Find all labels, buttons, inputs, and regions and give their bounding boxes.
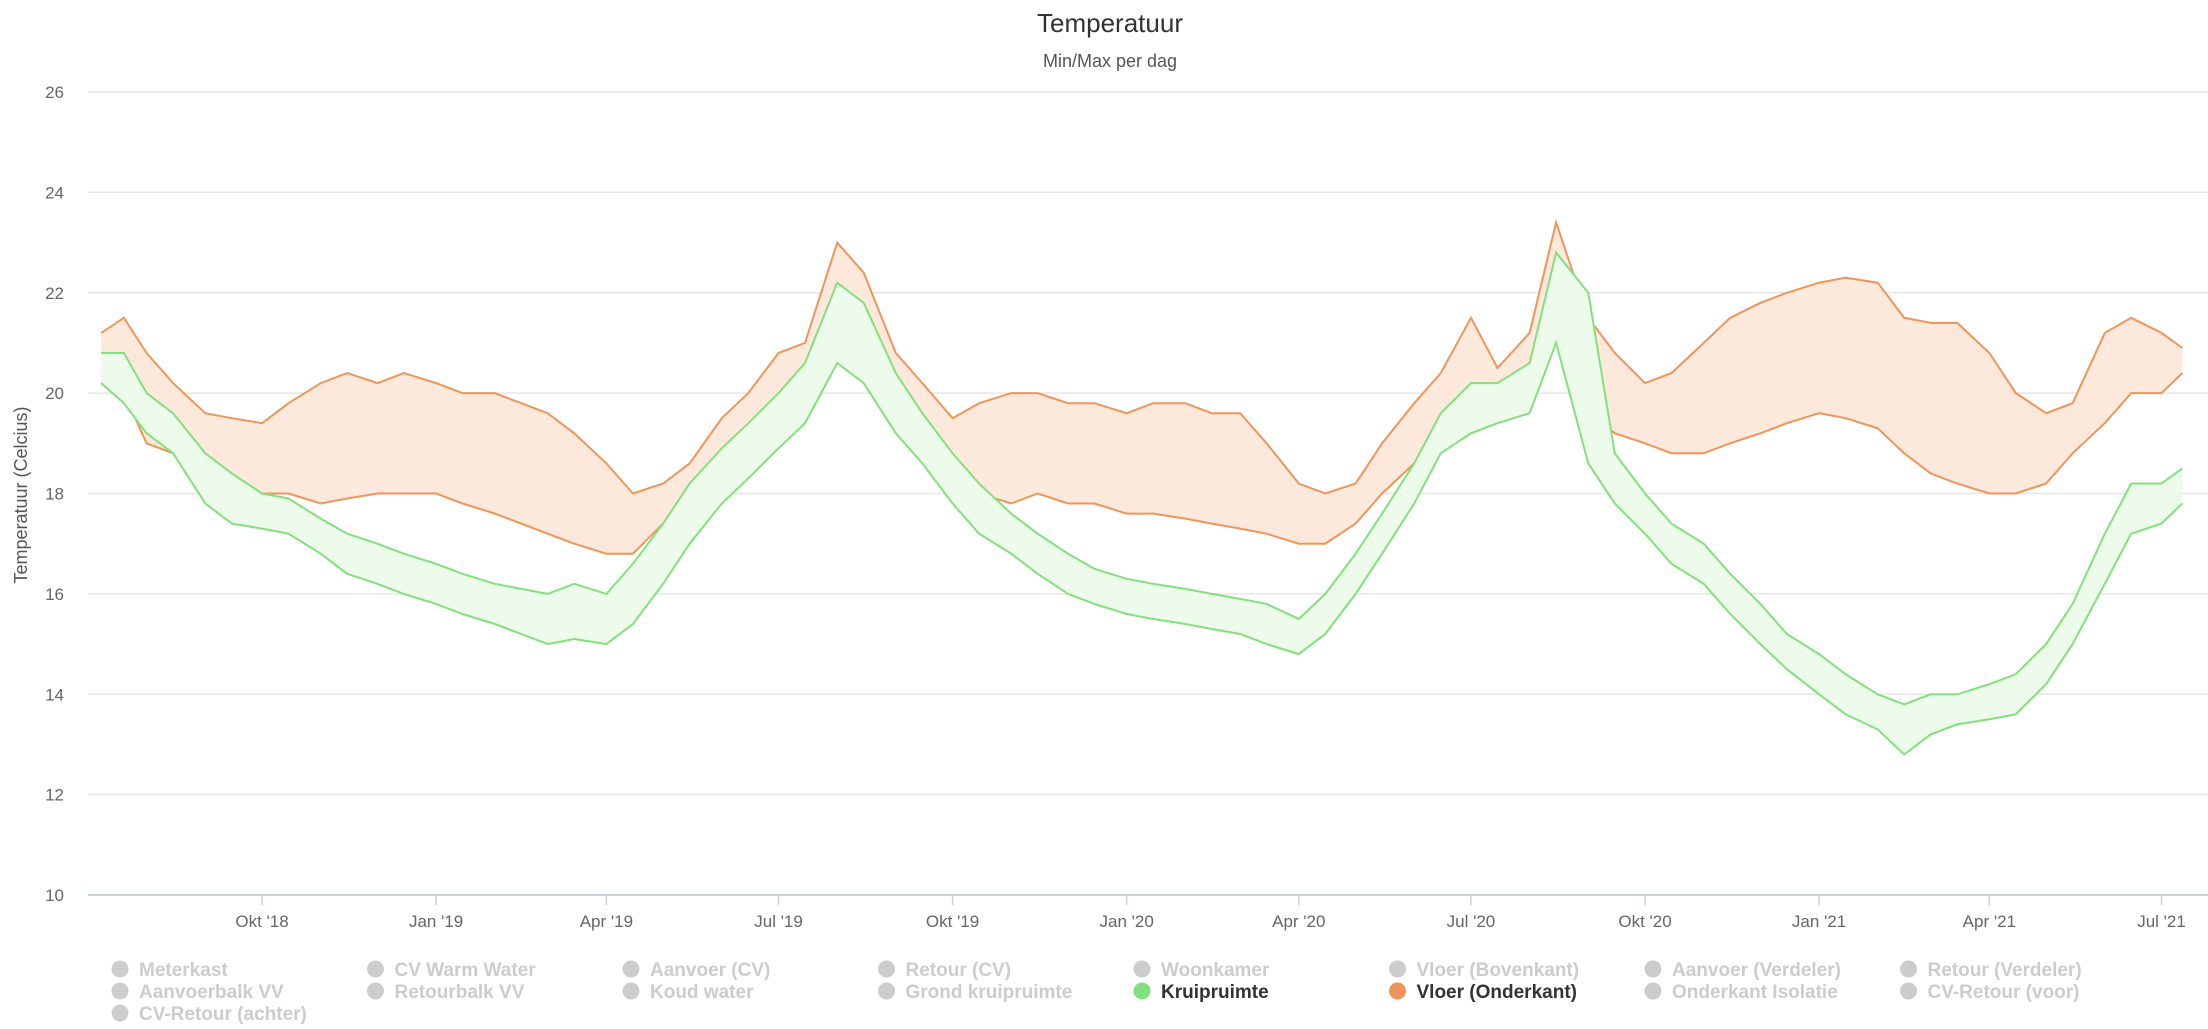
legend-item[interactable]: CV Warm Water — [367, 960, 536, 981]
legend-marker — [1644, 960, 1662, 978]
y-tick-label: 20 — [45, 384, 64, 403]
x-tick-label: Jan '20 — [1100, 912, 1154, 931]
y-tick-label: 26 — [45, 83, 64, 102]
legend-marker — [1900, 982, 1917, 1000]
legend-label: Meterkast — [139, 960, 228, 981]
x-tick-label: Jul '19 — [754, 912, 803, 931]
legend-marker — [1389, 960, 1406, 978]
series-vloer-onderkant — [100, 218, 2183, 555]
legend-marker — [878, 960, 895, 978]
legend-label: Aanvoer (Verdeler) — [1672, 960, 1841, 981]
legend-marker — [111, 982, 129, 1000]
legend-marker — [878, 982, 895, 1000]
legend-item[interactable]: Kruipruimte — [1133, 982, 1269, 1003]
legend-item[interactable]: Aanvoer (CV) — [622, 960, 771, 981]
plot-area — [100, 218, 2183, 756]
legend-label: Onderkant Isolatie — [1672, 982, 1838, 1003]
x-tick-label: Apr '21 — [1963, 912, 2016, 931]
x-tick-label: Jan '21 — [1792, 912, 1846, 931]
x-tick-label: Jan '19 — [409, 912, 463, 931]
legend-marker — [111, 1004, 129, 1022]
legend-label: CV-Retour (achter) — [139, 1004, 307, 1024]
legend-item[interactable]: Woonkamer — [1133, 960, 1271, 981]
legend-label: Vloer (Onderkant) — [1417, 982, 1577, 1003]
y-tick-label: 10 — [45, 886, 64, 905]
legend-item[interactable]: Retourbalk VV — [367, 982, 525, 1003]
legend: Meterkast CV Warm Water Aanvoer (CV) Retour… — [111, 960, 2082, 1025]
legend-marker — [622, 982, 640, 1000]
x-tick-label: Jul '20 — [1447, 912, 1496, 931]
legend-item[interactable]: Retour (CV) — [878, 960, 1011, 981]
chart-subtitle: Min/Max per dag — [1043, 51, 1177, 71]
legend-item[interactable]: Meterkast — [111, 960, 229, 981]
legend-label: Retourbalk VV — [395, 982, 525, 1003]
legend-label: Grond kruipruimte — [906, 982, 1073, 1003]
legend-label: Aanvoerbalk VV — [139, 982, 284, 1003]
legend-item[interactable]: Koud water — [622, 982, 755, 1003]
series-range-fill — [101, 252, 2183, 755]
legend-label: Kruipruimte — [1161, 982, 1269, 1003]
legend-item[interactable]: CV-Retour (achter) — [111, 1004, 307, 1025]
x-tick-label: Apr '20 — [1272, 912, 1325, 931]
y-tick-label: 18 — [45, 485, 64, 504]
legend-marker — [622, 960, 640, 978]
y-tick-label: 22 — [45, 284, 64, 303]
legend-label: Retour (Verdeler) — [1928, 960, 2082, 981]
legend-marker — [1133, 982, 1151, 1000]
x-tick-label: Okt '18 — [235, 912, 288, 931]
legend-label: Woonkamer — [1161, 960, 1270, 981]
y-tick-label: 24 — [45, 183, 64, 202]
y-tick-label: 16 — [45, 585, 64, 604]
legend-item[interactable]: CV-Retour (voor) — [1900, 982, 2080, 1003]
legend-marker — [1644, 982, 1662, 1000]
x-tick-label: Okt '19 — [926, 912, 979, 931]
legend-item[interactable]: Grond kruipruimte — [878, 982, 1072, 1003]
legend-label: Aanvoer (CV) — [650, 960, 770, 981]
legend-label: CV Warm Water — [395, 960, 537, 981]
legend-item[interactable]: Vloer (Onderkant) — [1389, 982, 1577, 1003]
x-axis: Okt '18 Jan '19 Apr '19 Jul '19 Okt '19 Jan '… — [235, 895, 2186, 931]
legend-label: Koud water — [650, 982, 754, 1003]
legend-marker — [1389, 982, 1406, 1000]
legend-marker — [367, 960, 384, 978]
y-tick-label: 14 — [45, 685, 64, 704]
y-tick-label: 12 — [45, 786, 64, 805]
legend-marker — [367, 982, 384, 1000]
x-tick-label: Okt '20 — [1618, 912, 1671, 931]
y-axis: 10 12 14 16 18 20 22 24 26 — [45, 83, 64, 905]
series-max-line — [100, 218, 2183, 495]
legend-item[interactable]: Aanvoerbalk VV — [111, 982, 284, 1003]
legend-item[interactable]: Vloer (Bovenkant) — [1389, 960, 1579, 981]
legend-item[interactable]: Retour (Verdeler) — [1900, 960, 2082, 981]
series-range-fill — [101, 222, 2183, 554]
series-min-line — [100, 340, 2183, 555]
legend-item[interactable]: Onderkant Isolatie — [1644, 982, 1838, 1003]
x-tick-label: Jul '21 — [2137, 912, 2186, 931]
series-max-line — [101, 250, 2183, 706]
legend-marker — [1900, 960, 1917, 978]
series-min-line — [100, 339, 2183, 756]
x-tick-label: Apr '19 — [580, 912, 633, 931]
legend-marker — [1133, 960, 1151, 978]
legend-label: Vloer (Bovenkant) — [1417, 960, 1580, 981]
legend-marker — [111, 960, 129, 978]
legend-item[interactable]: Aanvoer (Verdeler) — [1644, 960, 1841, 981]
y-axis-title: Temperatuur (Celcius) — [11, 406, 31, 583]
legend-label: Retour (CV) — [906, 960, 1012, 981]
series-kruipruimte — [100, 250, 2183, 756]
legend-label: CV-Retour (voor) — [1928, 982, 2080, 1003]
chart-title: Temperatuur — [1037, 8, 1183, 38]
